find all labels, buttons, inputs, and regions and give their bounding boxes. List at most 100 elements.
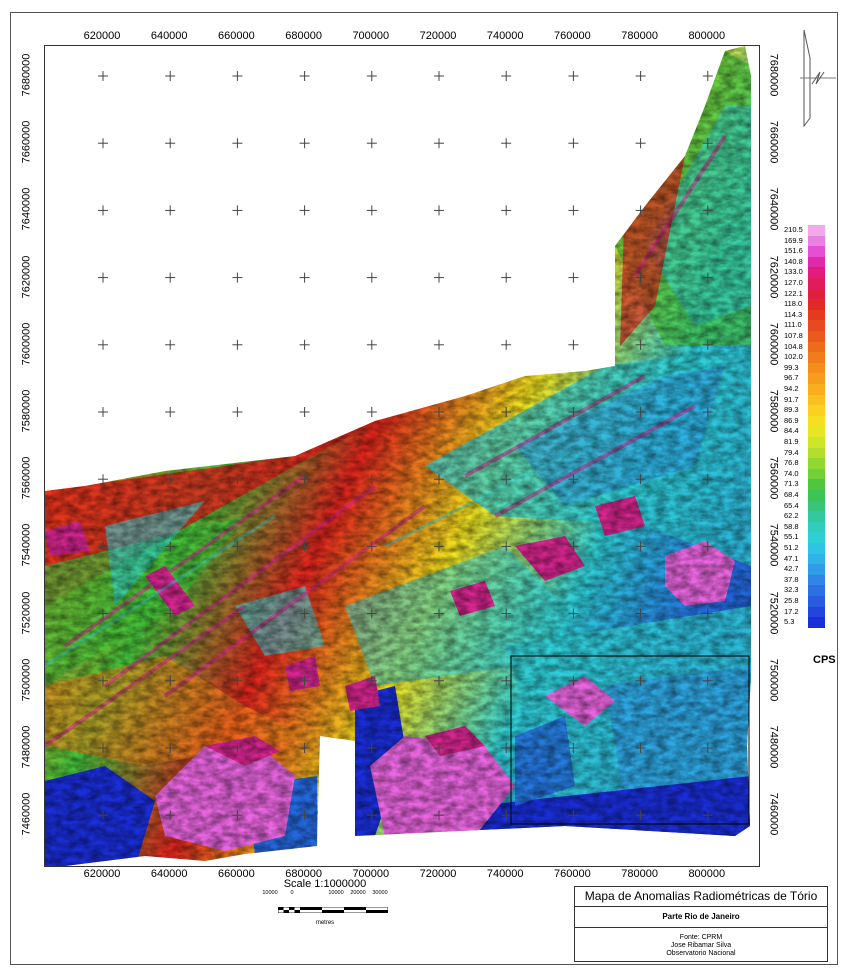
y-tick-label: 7640000 — [20, 187, 33, 231]
legend-value-label: 114.3 — [784, 309, 803, 319]
legend-value-label: 102.0 — [784, 352, 803, 362]
legend-swatch — [808, 394, 825, 406]
x-tick-label: 800000 — [688, 30, 726, 42]
y-tick-label: 7620000 — [20, 255, 33, 299]
scale-label: 10000 — [328, 890, 344, 896]
legend-value-label: 94.2 — [784, 384, 799, 393]
x-tick-label: 660000 — [218, 868, 255, 880]
y-tick-label: 7560000 — [20, 456, 33, 500]
scale-label: 30000 — [372, 890, 388, 896]
legend-value-label: 79.4 — [784, 447, 799, 457]
legend-value-label: 55.1 — [784, 532, 799, 542]
legend-value-label: 17.2 — [784, 606, 799, 616]
source-line: Fonte: CPRM — [679, 934, 723, 941]
y-tick-label: 7580000 — [20, 389, 33, 433]
y-tick-label: 7520000 — [767, 591, 780, 635]
legend-swatch — [808, 617, 825, 628]
map-subtitle: Parte Rio de Janeiro — [575, 907, 827, 928]
x-tick-label: 780000 — [621, 30, 658, 42]
x-tick-label: 740000 — [486, 30, 524, 42]
y-tick-label: 7460000 — [767, 792, 780, 836]
x-tick-label: 620000 — [83, 868, 121, 880]
legend-swatch — [808, 256, 825, 268]
map-raster — [45, 46, 751, 866]
legend-value-label: 151.6 — [784, 246, 803, 256]
legend-swatch — [808, 532, 825, 543]
y-tick-label: 7620000 — [767, 255, 780, 299]
x-tick-label: 720000 — [419, 868, 457, 880]
x-tick-label: 700000 — [352, 868, 390, 880]
legend-swatch — [808, 574, 825, 586]
legend-value-label: 118.0 — [784, 299, 803, 309]
legend-swatch — [808, 320, 825, 331]
legend-swatch — [808, 362, 825, 374]
legend-value-label: 210.5 — [784, 225, 803, 234]
y-tick-label: 7540000 — [767, 523, 780, 567]
legend-value-label: 42.7 — [784, 564, 799, 574]
legend-swatch — [808, 225, 825, 236]
legend-swatch — [808, 309, 825, 321]
y-tick-label: 7640000 — [767, 187, 780, 231]
legend-unit: CPS — [813, 654, 836, 666]
legend-value-label: 86.9 — [784, 415, 799, 425]
legend-value-label: 104.8 — [784, 341, 803, 351]
y-tick-label: 7600000 — [767, 322, 780, 366]
legend-swatch — [808, 299, 825, 310]
legend-value-label: 47.1 — [784, 553, 799, 563]
source-line: Jose Ribamar Silva — [670, 942, 732, 949]
legend-swatch — [808, 585, 825, 596]
x-tick-label: 700000 — [352, 30, 390, 42]
legend-swatch — [808, 384, 825, 395]
source-line: Observatorio Nacional — [666, 950, 736, 957]
x-tick-label: 660000 — [218, 30, 255, 42]
legend-value-label: 58.8 — [784, 521, 799, 531]
scale-label: 20000 — [350, 890, 366, 896]
legend-value-label: 111.0 — [784, 320, 802, 330]
y-tick-label: 7480000 — [767, 725, 780, 769]
legend-value-label: 5.3 — [784, 617, 795, 627]
legend-swatch — [808, 521, 825, 533]
legend-value-label: 76.8 — [784, 458, 799, 468]
legend-swatch — [808, 511, 825, 522]
legend-value-label: 71.3 — [784, 479, 799, 489]
x-tick-label: 640000 — [150, 868, 188, 880]
x-tick-label: 640000 — [150, 30, 188, 42]
y-tick-label: 7500000 — [20, 658, 33, 702]
legend-swatch — [808, 500, 825, 512]
legend-value-label: 140.8 — [784, 256, 803, 266]
y-tick-label: 7660000 — [20, 120, 33, 164]
y-tick-label: 7480000 — [20, 725, 33, 769]
x-tick-label: 620000 — [83, 30, 121, 42]
y-tick-label: 7500000 — [767, 658, 780, 702]
x-tick-label: 800000 — [688, 868, 726, 880]
legend-value-label: 51.2 — [784, 543, 799, 552]
thorium-anomaly-map[interactable] — [44, 45, 760, 867]
legend-swatch — [808, 479, 825, 490]
x-tick-label: 780000 — [621, 868, 658, 880]
legend-value-label: 84.4 — [784, 426, 799, 436]
x-tick-label: 720000 — [419, 30, 457, 42]
legend-value-label: 25.8 — [784, 596, 799, 605]
legend-value-label: 133.0 — [784, 267, 803, 277]
legend-swatch — [808, 458, 825, 469]
legend-value-label: 96.7 — [784, 373, 799, 383]
y-tick-label: 7680000 — [767, 53, 780, 97]
legend-value-label: 127.0 — [784, 278, 803, 287]
y-tick-label: 7520000 — [20, 591, 33, 635]
y-tick-label: 7580000 — [767, 389, 780, 433]
legend-swatch — [808, 331, 825, 342]
x-tick-label: 680000 — [285, 30, 322, 42]
legend-value-label: 91.7 — [784, 394, 799, 404]
y-tick-label: 7560000 — [767, 456, 780, 500]
legend-swatch — [808, 246, 825, 257]
legend-value-label: 65.4 — [784, 500, 799, 510]
north-arrow-icon — [800, 29, 836, 128]
legend-swatch — [808, 288, 825, 300]
legend-swatch — [808, 405, 825, 416]
scale-bar: Scale 1:1000000 10000 0 10000 20000 30000 me… — [255, 878, 395, 926]
legend-swatch — [808, 341, 825, 353]
legend-value-label: 37.8 — [784, 574, 799, 584]
x-tick-label: 740000 — [486, 868, 524, 880]
map-title: Mapa de Anomalias Radiométricas de Tório — [575, 887, 827, 907]
legend-swatch — [808, 426, 825, 437]
